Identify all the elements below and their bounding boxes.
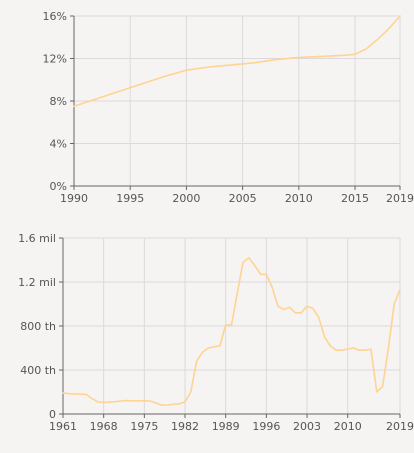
- series-line: [62, 256, 401, 407]
- x-tick-label: 1989: [212, 420, 240, 433]
- x-tick-label: 1990: [60, 192, 88, 205]
- x-tick-label: 2015: [341, 192, 369, 205]
- y-tick-label: 8%: [50, 95, 67, 108]
- x-tick-label: 2019: [386, 420, 414, 433]
- percent-line-chart: 0% 4% 8% 12% 16% 1990 1995 2000 2005 2010 2015 2019: [43, 10, 414, 205]
- y-tick-label: 1.2 mil: [18, 276, 56, 289]
- y-tick-label: 0%: [50, 180, 67, 193]
- y-tick-label: 1.6 mil: [18, 232, 56, 245]
- x-tick-label: 2000: [172, 192, 200, 205]
- x-tick-label: 1961: [49, 420, 77, 433]
- x-tick-label: 2003: [293, 420, 321, 433]
- x-tick-label: 2019: [386, 192, 414, 205]
- x-tick-label: 1982: [171, 420, 199, 433]
- x-tick-label: 1968: [90, 420, 118, 433]
- y-tick-label: 0: [49, 408, 56, 421]
- series-line: [73, 15, 401, 108]
- y-tick-label: 12%: [43, 53, 67, 66]
- x-tick-label: 1975: [130, 420, 158, 433]
- y-tick-label: 4%: [50, 138, 67, 151]
- x-tick-label: 2010: [334, 420, 362, 433]
- y-tick-label: 16%: [43, 10, 67, 23]
- y-tick-label: 400 th: [20, 364, 56, 377]
- x-tick-label: 2005: [229, 192, 257, 205]
- x-tick-label: 2010: [285, 192, 313, 205]
- x-tick-label: 1995: [116, 192, 144, 205]
- x-tick-label: 1996: [252, 420, 280, 433]
- y-tick-label: 800 th: [20, 320, 56, 333]
- count-line-chart: 0 400 th 800 th 1.2 mil 1.6 mil 1961 1968 1975 1…: [18, 232, 414, 433]
